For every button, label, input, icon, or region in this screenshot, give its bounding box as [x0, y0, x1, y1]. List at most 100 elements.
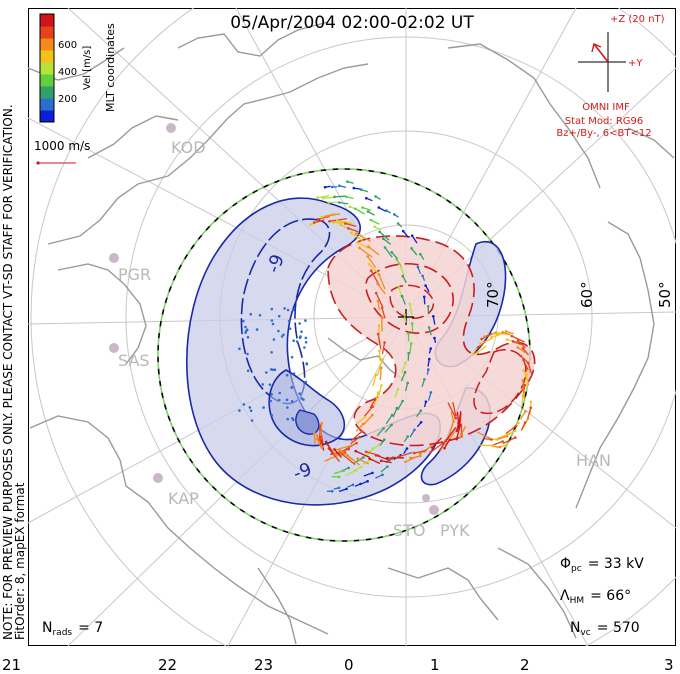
velocity-vector-origin	[337, 486, 341, 490]
velocity-vector-origin	[302, 398, 305, 401]
imf-y-label: +Y	[628, 58, 643, 69]
velocity-vector-origin	[373, 398, 377, 401]
velocity-vector-origin	[471, 353, 475, 356]
velocity-vector	[381, 307, 386, 319]
velocity-vector-origin	[271, 322, 275, 326]
velocity-vector	[373, 392, 379, 406]
velocity-vector-origin	[455, 429, 459, 433]
velocity-vector-origin	[286, 417, 290, 421]
velocity-vector-origin	[413, 428, 416, 432]
velocity-vector-origin	[396, 222, 400, 225]
velocity-vector-origin	[526, 417, 530, 420]
velocity-vector-origin	[383, 438, 386, 442]
velocity-vector-origin	[255, 328, 259, 331]
velocity-vector-origin	[362, 456, 365, 459]
velocity-vector-origin	[373, 225, 376, 228]
velocity-vector-origin	[517, 421, 520, 425]
imf-clock: +Z (20 nT) +Y OMNI IMF Stat Mod: RG96 Bz…	[556, 14, 664, 139]
velocity-vector-origin	[529, 400, 533, 404]
velocity-vector	[405, 454, 422, 463]
velocity-vector	[378, 274, 386, 290]
velocity-vector-origin	[395, 406, 399, 410]
velocity-vector	[345, 469, 357, 477]
lat-label-70: 70°	[484, 281, 502, 308]
velocity-vector-origin	[360, 430, 364, 433]
velocity-vector-origin	[516, 346, 520, 349]
velocity-vector	[502, 331, 511, 336]
velocity-vector-origin	[432, 315, 435, 318]
velocity-vector	[414, 449, 427, 454]
velocity-vector	[382, 238, 392, 245]
velocity-vector	[362, 206, 372, 211]
velocity-vector	[339, 449, 354, 461]
velocity-vector-origin	[382, 237, 385, 240]
velocity-vector-origin	[409, 342, 413, 345]
velocity-vector-origin	[312, 221, 316, 224]
velocity-vector	[335, 444, 353, 451]
scale-vector-origin	[36, 161, 40, 165]
velocity-vector-origin	[410, 322, 414, 325]
colorbar-block	[40, 62, 54, 75]
velocity-vector	[527, 362, 533, 376]
velocity-vector-origin	[359, 465, 363, 469]
coords-note: MLT coordinates	[104, 23, 117, 112]
velocity-vector-origin	[381, 473, 384, 477]
velocity-vector-origin	[298, 336, 302, 340]
velocity-vector-origin	[358, 435, 361, 439]
velocity-vector	[459, 425, 467, 438]
velocity-vector-origin	[395, 257, 398, 261]
station-pgr-dot	[109, 253, 119, 263]
velocity-vector-origin	[487, 436, 491, 440]
velocity-vector-origin	[422, 295, 426, 299]
velocity-vector-origin	[244, 331, 247, 334]
velocity-vector-origin	[376, 282, 379, 286]
velocity-vector	[355, 450, 370, 458]
velocity-vector-origin	[298, 392, 301, 395]
velocity-vector-origin	[521, 379, 525, 382]
velocity-vector	[362, 459, 373, 465]
velocity-vector	[345, 222, 357, 227]
velocity-vector	[430, 442, 444, 453]
velocity-vector-origin	[270, 351, 273, 354]
colorbar-label: Vel [m/s]	[82, 46, 93, 90]
velocity-vector	[456, 411, 460, 424]
velocity-vector	[350, 232, 363, 242]
velocity-vector	[398, 451, 413, 458]
velocity-vector	[357, 458, 369, 465]
velocity-vector-origin	[283, 307, 286, 310]
velocity-vector-origin	[258, 314, 262, 317]
velocity-vector	[320, 440, 325, 451]
velocity-vector	[427, 392, 432, 401]
map-title: 05/Apr/2004 02:00-02:02 UT	[230, 13, 474, 33]
velocity-vector-origin	[316, 196, 319, 199]
velocity-vector-origin	[305, 362, 309, 366]
velocity-vector-origin	[355, 240, 359, 244]
velocity-vector	[522, 347, 529, 356]
velocity-vector-origin	[377, 324, 381, 327]
velocity-vector-origin	[400, 294, 404, 298]
velocity-vector-origin	[364, 450, 368, 454]
station-sas-label: SAS	[118, 351, 150, 370]
velocity-vector-origin	[290, 386, 294, 389]
velocity-vector-origin	[426, 305, 430, 308]
velocity-vector	[380, 460, 392, 464]
velocity-vector-origin	[483, 335, 486, 338]
colorbar-block	[40, 50, 54, 63]
velocity-vector	[394, 388, 399, 398]
velocity-vector-origin	[367, 262, 371, 266]
velocity-vector	[364, 406, 374, 417]
velocity-vector-origin	[396, 387, 400, 391]
velocity-vector-origin	[403, 370, 407, 374]
velocity-vector-origin	[333, 195, 336, 199]
velocity-vector-origin	[304, 341, 308, 344]
velocity-vector-origin	[295, 340, 299, 343]
velocity-vector	[378, 206, 387, 212]
velocity-vector	[496, 435, 508, 441]
velocity-vector-origin	[424, 284, 427, 287]
velocity-vector-origin	[330, 185, 334, 189]
mlt-tick-23: 23	[254, 656, 274, 674]
velocity-vector-origin	[371, 471, 374, 475]
velocity-vector-origin	[479, 342, 482, 346]
velocity-vector-origin	[521, 393, 525, 397]
station-pyk-dot	[429, 505, 439, 515]
